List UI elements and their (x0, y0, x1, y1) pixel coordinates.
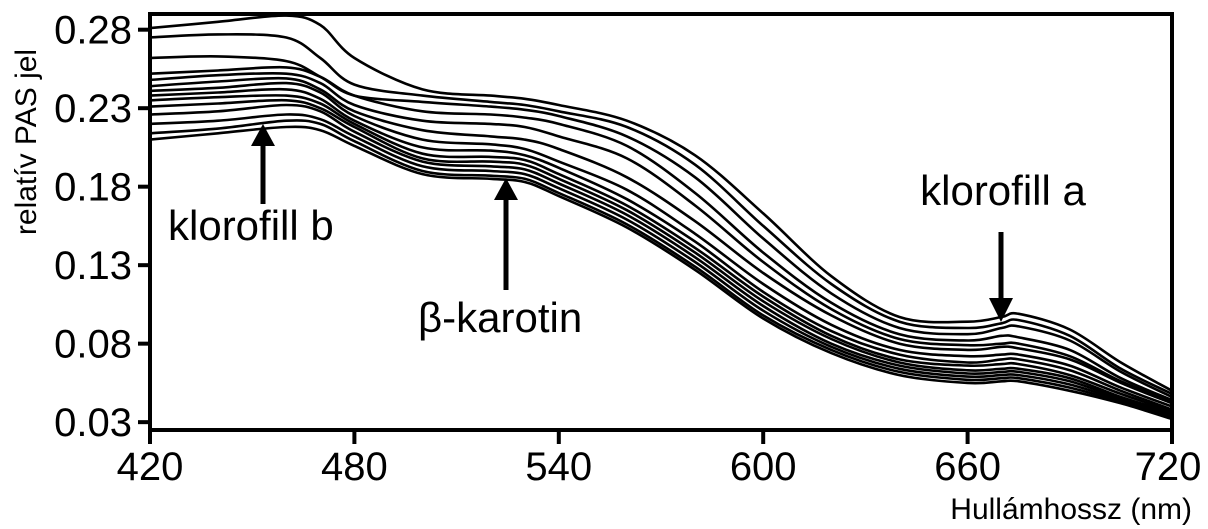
spectrum-line-9 (150, 94, 1172, 413)
spectrum-line-8 (150, 87, 1172, 411)
y-tick-label: 0.28 (54, 9, 132, 53)
spectrum-line-6 (150, 76, 1172, 405)
spectrum-line-13 (150, 119, 1172, 419)
annotation-klorofill-a: klorofill a (920, 167, 1086, 214)
spectrum-line-10 (150, 98, 1172, 414)
series-lines (150, 14, 1172, 421)
y-tick-label: 0.18 (54, 166, 132, 210)
spectrum-line-14 (150, 125, 1172, 421)
annotation-arrowhead-klorofill-b (251, 124, 275, 146)
y-tick-label: 0.23 (54, 87, 132, 131)
x-tick-label: 660 (934, 445, 1001, 489)
y-axis-label: relatív PAS jel (10, 49, 43, 235)
x-axis-ticks: 420 480 540 600 660 720 (117, 430, 1202, 489)
plot-frame (148, 12, 1174, 432)
annotation-arrowhead-beta-karotin (494, 178, 518, 200)
x-tick-label: 420 (117, 445, 184, 489)
annotation-beta-karotin: β-karotin (418, 294, 582, 341)
x-axis-label: Hullámhossz (nm) (950, 493, 1192, 526)
y-tick-label: 0.08 (54, 323, 132, 367)
annotation-arrowhead-klorofill-a (989, 298, 1013, 322)
annotations: klorofill b β-karotin klorofill a (168, 124, 1086, 341)
annotation-klorofill-b: klorofill b (168, 202, 334, 249)
spectrum-line-2 (150, 33, 1172, 396)
spectrum-line-11 (150, 103, 1172, 416)
x-tick-label: 540 (525, 445, 592, 489)
y-axis-ticks: 0.03 0.08 0.13 0.18 0.23 0.28 (54, 9, 150, 445)
spectrum-line-7 (150, 81, 1172, 408)
spectrum-line-1 (150, 14, 1172, 393)
spectrum-line-12 (150, 113, 1172, 418)
y-tick-label: 0.13 (54, 244, 132, 288)
y-tick-label: 0.03 (54, 401, 132, 445)
x-tick-label: 600 (730, 445, 797, 489)
x-tick-label: 480 (321, 445, 388, 489)
spectrum-line-4 (150, 65, 1172, 402)
spectrum-line-5 (150, 71, 1172, 403)
x-tick-label: 720 (1135, 445, 1202, 489)
